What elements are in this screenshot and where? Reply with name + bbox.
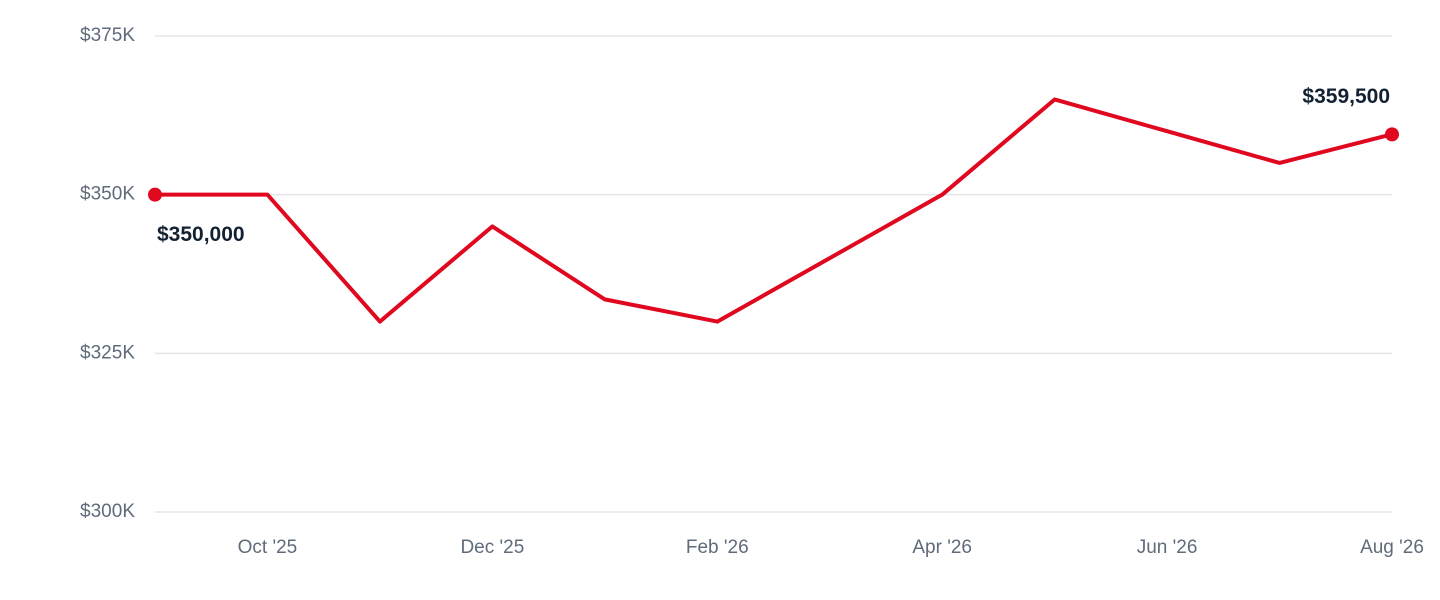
y-tick-label: $375K	[80, 25, 135, 46]
x-tick-label: Jun '26	[1137, 537, 1198, 558]
y-tick-label: $350K	[80, 184, 135, 205]
x-tick-label: Aug '26	[1360, 537, 1424, 558]
end-marker	[148, 187, 162, 202]
y-tick-label: $300K	[80, 501, 135, 522]
x-tick-label: Apr '26	[912, 537, 972, 558]
value-label: $350,000	[157, 223, 245, 246]
value-label: $359,500	[1302, 85, 1390, 108]
x-tick-label: Feb '26	[686, 537, 749, 558]
y-tick-label: $325K	[80, 342, 135, 363]
line	[155, 97, 1393, 324]
x-tick-label: Oct '25	[238, 537, 298, 558]
end-marker	[1385, 127, 1399, 142]
x-tick-label: Dec '25	[460, 537, 524, 558]
